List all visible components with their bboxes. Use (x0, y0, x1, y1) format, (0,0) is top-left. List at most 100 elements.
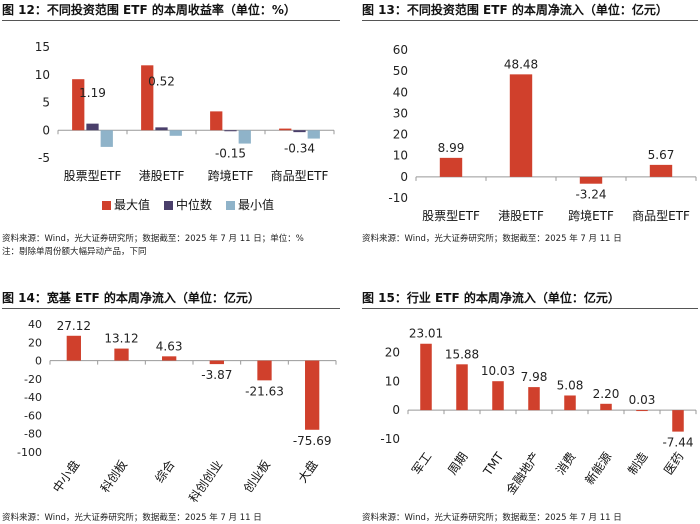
footnote: 注：剔除单周份额大幅异动产品，下同 (2, 247, 147, 257)
bar (420, 343, 432, 411)
source-note: 资料来源：Wind，光大证券研究所；数据截至：2025 年 7 月 11 日；单… (2, 234, 304, 244)
chart-title: 图 14：宽基 ETF 的本周净流入（单位：亿元） (2, 288, 340, 309)
x-category-label: 新能源 (582, 449, 615, 487)
y-tick-label: 50 (393, 64, 408, 78)
figure-12-chart: 15 10 5 0 -5 1.19 0.52 -0.15 -0.34 股票型ETF 港股ETF 跨境E… (35, 40, 335, 212)
data-label: -3.24 (575, 188, 606, 202)
data-label: -0.34 (284, 142, 315, 156)
data-label: 27.12 (57, 319, 91, 333)
data-label: 5.67 (648, 148, 675, 162)
data-label: 1.19 (79, 86, 106, 100)
source-note: 资料来源：Wind，光大证券研究所；数据截至：2025 年 7 月 11 日 (362, 513, 622, 523)
data-label: -0.15 (215, 147, 246, 161)
bar (456, 364, 468, 411)
legend-swatch (164, 201, 173, 210)
x-category-label: 港股ETF (498, 209, 544, 223)
bar (636, 410, 648, 412)
x-category-label: 医药 (661, 450, 686, 478)
x-category-label: 创业板 (241, 458, 273, 496)
y-tick-label: 10 (385, 374, 400, 388)
bar (209, 360, 224, 365)
x-category-label: 科创创业 (186, 458, 225, 505)
x-category-label: 金融地产 (503, 449, 543, 497)
bar-最大值 (279, 128, 292, 131)
data-label: 13.12 (104, 332, 138, 346)
data-label: 15.88 (445, 347, 479, 361)
data-label: -7.44 (662, 436, 693, 450)
data-label: 4.63 (156, 339, 183, 353)
chart-title: 图 12：不同投资范围 ETF 的本周收益率（单位：%） (2, 0, 340, 21)
source-note: 资料来源：Wind，光大证券研究所；数据截至：2025 年 7 月 11 日 (362, 234, 622, 244)
data-label: 5.08 (557, 378, 584, 392)
bar-最大值 (72, 79, 85, 131)
data-label: 2.20 (593, 387, 620, 401)
y-tick-label: 10 (35, 68, 50, 82)
y-tick-label: 10 (393, 149, 408, 163)
data-label: 48.48 (504, 57, 538, 71)
x-category-label: TMT (480, 449, 507, 479)
bar-中位数 (155, 127, 168, 131)
y-tick-label: -5 (38, 151, 50, 165)
x-category-label: 周期 (445, 450, 470, 478)
bar (492, 381, 504, 411)
bar (439, 157, 463, 177)
x-category-label: 大盘 (295, 457, 321, 485)
figure-14-chart: 40 20 0 -20 -40 -60 -80 -100 27.12 13.12 4.63 -3.87… (17, 318, 337, 505)
y-tick-label: -60 (24, 409, 42, 422)
bar (600, 403, 612, 411)
bar-中位数 (293, 130, 306, 133)
bar (564, 395, 576, 411)
y-tick-label: 20 (393, 128, 408, 142)
y-tick-label: -20 (24, 373, 42, 386)
x-category-label: 股票型ETF (422, 209, 480, 223)
data-label: 8.99 (438, 141, 465, 155)
legend-entry: 最大值 (114, 197, 150, 212)
x-category-label: 制造 (625, 450, 650, 478)
data-label: 7.98 (521, 370, 548, 384)
y-tick-label: -80 (24, 428, 42, 441)
bar-最大值 (141, 65, 154, 131)
bar (509, 74, 533, 177)
y-tick-label: -10 (388, 191, 408, 205)
bar (257, 360, 272, 381)
legend-entry: 中位数 (176, 197, 212, 212)
bar (672, 410, 684, 432)
figure-13-panel: 图 13：不同投资范围 ETF 的本周净流入（单位：亿元） 60 50 40 30 20… (362, 0, 698, 262)
bar (162, 356, 177, 361)
bar-最小值 (238, 130, 251, 144)
bar (66, 335, 81, 361)
legend-swatch (226, 201, 235, 210)
bar (114, 348, 129, 361)
x-category-label: 中小盘 (49, 457, 82, 495)
y-tick-label: 40 (393, 85, 408, 99)
bar (528, 387, 540, 411)
x-category-label: 科创板 (98, 458, 130, 496)
y-tick-label: -100 (17, 446, 42, 459)
x-category-label: 商品型ETF (632, 208, 690, 223)
data-label: -21.63 (245, 384, 284, 398)
y-tick-label: 5 (42, 96, 50, 110)
x-category-label: 股票型ETF (64, 169, 122, 183)
x-category-label: 军工 (409, 450, 434, 478)
data-label: 0.03 (629, 393, 656, 407)
bar (305, 360, 320, 430)
y-tick-label: 0 (400, 170, 408, 184)
x-category-label: 综合 (152, 457, 178, 485)
figure-12-panel: 图 12：不同投资范围 ETF 的本周收益率（单位：%） 15 10 5 0 -5 1.1… (2, 0, 340, 262)
legend-swatch (102, 201, 111, 210)
chart-title: 图 13：不同投资范围 ETF 的本周净流入（单位：亿元） (362, 0, 698, 21)
x-category-label: 跨境ETF (208, 168, 254, 183)
bar-最小值 (307, 130, 320, 139)
chart-title: 图 15：行业 ETF 的本周净流入（单位：亿元） (362, 288, 698, 309)
data-label: -75.69 (293, 434, 332, 448)
bar-最小值 (100, 130, 113, 147)
x-category-label: 消费 (553, 450, 578, 478)
figure-14-panel: 图 14：宽基 ETF 的本周净流入（单位：亿元） 40 20 0 -20 -40 -60… (2, 288, 340, 524)
figure-15-panel: 图 15：行业 ETF 的本周净流入（单位：亿元） 20 10 0 -10 23.01 1… (362, 288, 698, 524)
source-note: 资料来源：Wind，光大证券研究所；数据截至：2025 年 7 月 11 日 (2, 513, 262, 523)
y-tick-label: 40 (28, 318, 42, 331)
y-tick-label: 30 (393, 106, 408, 120)
y-tick-label: 0 (42, 123, 50, 137)
y-tick-label: 60 (393, 43, 408, 57)
